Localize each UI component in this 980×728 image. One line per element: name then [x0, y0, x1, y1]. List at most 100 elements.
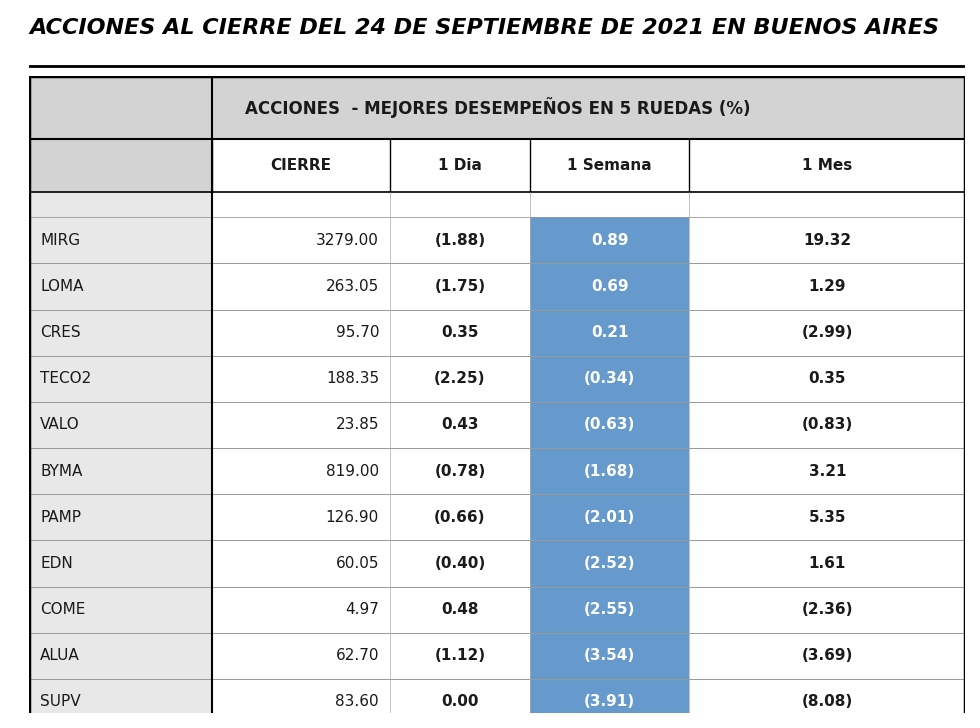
Bar: [212, 309, 390, 356]
Text: (0.83): (0.83): [802, 417, 853, 432]
Bar: [530, 494, 689, 540]
Bar: [390, 448, 530, 494]
Text: (2.99): (2.99): [802, 325, 853, 340]
Bar: [530, 587, 689, 633]
Bar: [29, 448, 212, 494]
Text: (2.52): (2.52): [584, 556, 635, 571]
Bar: [29, 356, 212, 402]
Bar: [29, 192, 212, 217]
Text: (2.01): (2.01): [584, 510, 635, 525]
Text: 188.35: 188.35: [326, 371, 379, 387]
Bar: [212, 356, 390, 402]
Text: CRES: CRES: [40, 325, 81, 340]
Bar: [689, 309, 965, 356]
Bar: [29, 587, 212, 633]
Text: 1 Dia: 1 Dia: [438, 158, 482, 173]
Bar: [689, 402, 965, 448]
Text: 0.48: 0.48: [441, 602, 478, 617]
Text: (1.88): (1.88): [434, 233, 485, 248]
Bar: [29, 540, 212, 587]
Bar: [689, 633, 965, 678]
Text: (3.91): (3.91): [584, 695, 635, 709]
Bar: [29, 309, 212, 356]
Bar: [530, 264, 689, 309]
Bar: [390, 356, 530, 402]
Text: 3279.00: 3279.00: [317, 233, 379, 248]
Text: TECO2: TECO2: [40, 371, 91, 387]
Text: 23.85: 23.85: [335, 417, 379, 432]
Bar: [689, 540, 965, 587]
Bar: [390, 587, 530, 633]
Text: 0.35: 0.35: [441, 325, 478, 340]
Text: 1 Semana: 1 Semana: [567, 158, 652, 173]
Text: 1.29: 1.29: [808, 279, 846, 294]
Bar: [212, 402, 390, 448]
Bar: [29, 494, 212, 540]
Bar: [689, 139, 965, 192]
Bar: [29, 264, 212, 309]
Text: 126.90: 126.90: [325, 510, 379, 525]
Text: (3.69): (3.69): [802, 648, 853, 663]
Text: (8.08): (8.08): [802, 695, 853, 709]
Text: 819.00: 819.00: [326, 464, 379, 478]
Bar: [530, 540, 689, 587]
Text: 5.35: 5.35: [808, 510, 846, 525]
Bar: [390, 309, 530, 356]
Text: 0.69: 0.69: [591, 279, 628, 294]
Text: BYMA: BYMA: [40, 464, 82, 478]
Text: COME: COME: [40, 602, 85, 617]
Bar: [530, 633, 689, 678]
Bar: [29, 76, 965, 139]
Text: (2.25): (2.25): [434, 371, 486, 387]
Text: (1.12): (1.12): [434, 648, 485, 663]
Text: 0.43: 0.43: [441, 417, 478, 432]
Text: (0.66): (0.66): [434, 510, 486, 525]
Bar: [689, 678, 965, 725]
Bar: [689, 217, 965, 264]
Text: EDN: EDN: [40, 556, 74, 571]
Text: (0.78): (0.78): [434, 464, 485, 478]
Bar: [689, 494, 965, 540]
Bar: [689, 192, 965, 217]
Text: (0.63): (0.63): [584, 417, 635, 432]
Bar: [29, 633, 212, 678]
Text: PAMP: PAMP: [40, 510, 81, 525]
Text: CIERRE: CIERRE: [270, 158, 331, 173]
Bar: [212, 678, 390, 725]
Bar: [530, 139, 689, 192]
Text: 3.21: 3.21: [808, 464, 846, 478]
Bar: [390, 402, 530, 448]
Text: 0.89: 0.89: [591, 233, 628, 248]
Bar: [390, 264, 530, 309]
Bar: [689, 264, 965, 309]
Text: MIRG: MIRG: [40, 233, 80, 248]
Bar: [530, 402, 689, 448]
Text: 19.32: 19.32: [804, 233, 852, 248]
Bar: [212, 264, 390, 309]
Text: (1.75): (1.75): [434, 279, 485, 294]
Text: (3.54): (3.54): [584, 648, 635, 663]
Text: (0.40): (0.40): [434, 556, 485, 571]
Bar: [212, 217, 390, 264]
Text: VALO: VALO: [40, 417, 80, 432]
Text: (0.34): (0.34): [584, 371, 635, 387]
Text: 4.97: 4.97: [345, 602, 379, 617]
Bar: [390, 678, 530, 725]
Bar: [29, 139, 212, 192]
Bar: [212, 494, 390, 540]
Text: 0.35: 0.35: [808, 371, 846, 387]
Text: 60.05: 60.05: [335, 556, 379, 571]
Text: 1 Mes: 1 Mes: [802, 158, 853, 173]
Bar: [390, 217, 530, 264]
Bar: [212, 448, 390, 494]
Text: ALUA: ALUA: [40, 648, 80, 663]
Text: 0.00: 0.00: [441, 695, 478, 709]
Bar: [390, 633, 530, 678]
Bar: [29, 402, 212, 448]
Text: 83.60: 83.60: [335, 695, 379, 709]
Bar: [29, 217, 212, 264]
Text: (1.68): (1.68): [584, 464, 635, 478]
Bar: [530, 448, 689, 494]
Text: LOMA: LOMA: [40, 279, 84, 294]
Bar: [530, 356, 689, 402]
